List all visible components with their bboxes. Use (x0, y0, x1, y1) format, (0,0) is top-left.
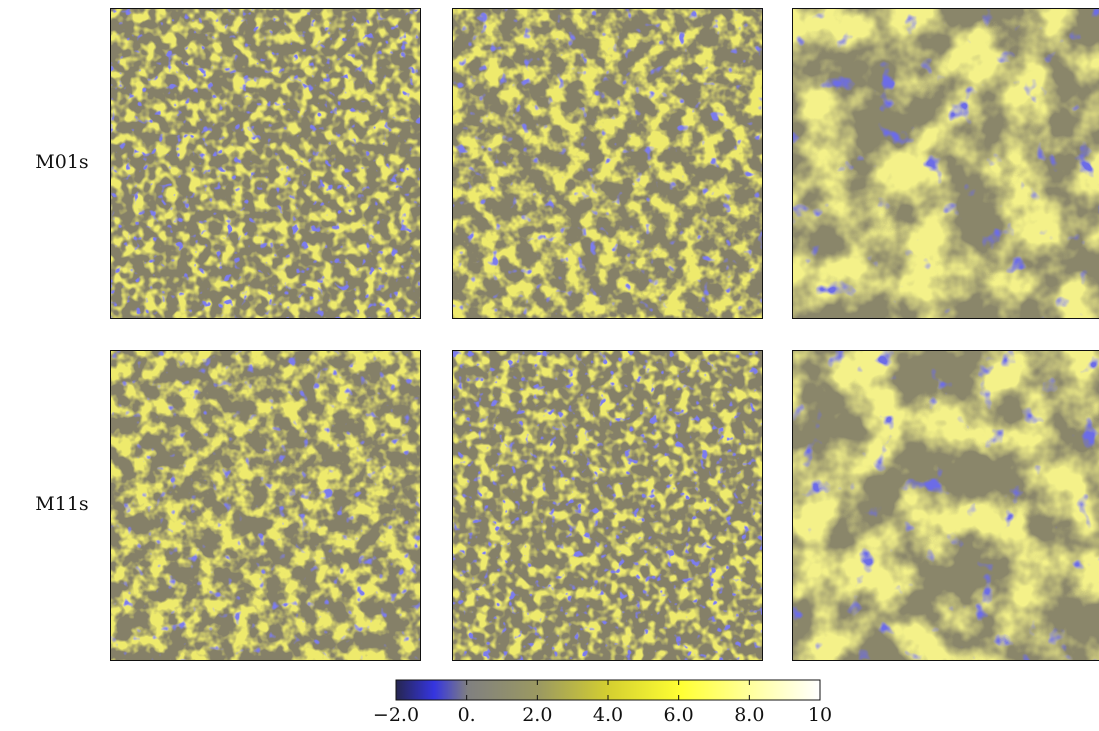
figure: M01s M11s −2.0 0. 2.0 4.0 6.0 8.0 10 (0, 0, 1099, 727)
panel-texture (452, 350, 762, 660)
colorbar-tick-label: 0. (458, 704, 476, 726)
panel-texture (110, 350, 420, 660)
colorbar-tick-label: 6.0 (664, 704, 694, 726)
panels (110, 8, 1099, 661)
colorbar-tick-label: −2.0 (373, 704, 419, 726)
panel-texture (792, 8, 1099, 318)
colorbar-tick-label: 10 (808, 704, 832, 726)
colorbar-tick-label: 8.0 (734, 704, 764, 726)
colorbar-tick-label: 4.0 (593, 704, 623, 726)
colorbar-tick-label: 2.0 (522, 704, 552, 726)
panel-texture (792, 350, 1099, 660)
panel-texture (110, 8, 420, 318)
row-label: M01s (35, 151, 88, 173)
panel-texture (452, 8, 762, 318)
row-label: M11s (35, 493, 88, 515)
